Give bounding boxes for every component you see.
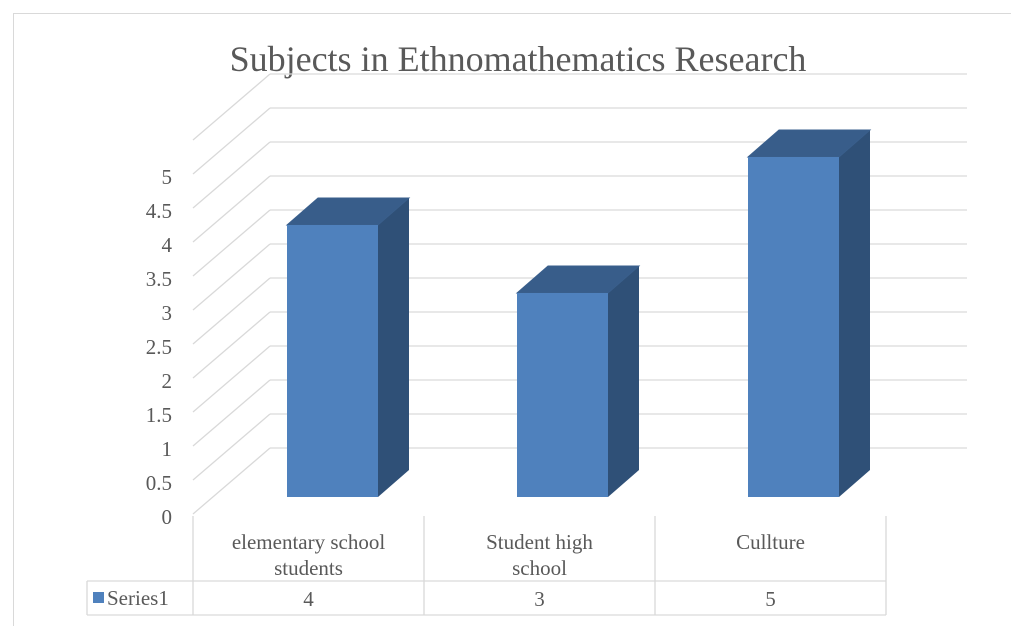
data-label: 5 [765,587,776,611]
category-label: Student high school [486,530,593,580]
bars [285,129,872,497]
gridline [192,73,967,141]
legend-swatch [93,592,104,603]
y-tick-label: 3 [162,301,173,325]
y-tick-label: 1.5 [146,403,172,427]
data-table: elementary school students Student high sch… [86,516,887,616]
bar [515,265,641,497]
series-name: Series1 [107,586,169,610]
y-tick-label: 0 [162,505,173,529]
y-tick-label: 4 [162,233,173,257]
y-tick-label: 5 [162,165,173,189]
y-tick-label: 3.5 [146,267,172,291]
bar [746,129,872,497]
chart-frame [13,13,1011,626]
chart-title: Subjects in Ethnomathematics Research [229,39,807,79]
y-tick-label: 2.5 [146,335,172,359]
y-tick-label: 0.5 [146,471,172,495]
legend-series1: Series1 [93,586,169,610]
y-tick-label: 1 [162,437,173,461]
y-tick-label: 2 [162,369,173,393]
y-axis-ticks: 0 0.5 1 1.5 2 2.5 3 3.5 4 4.5 5 [146,165,173,529]
category-label: elementary school students [232,530,386,580]
bar [285,197,411,497]
data-label: 3 [534,587,545,611]
data-label: 4 [303,587,314,611]
category-label: Cullture [736,530,805,554]
gridline [192,107,967,175]
y-tick-label: 4.5 [146,199,172,223]
